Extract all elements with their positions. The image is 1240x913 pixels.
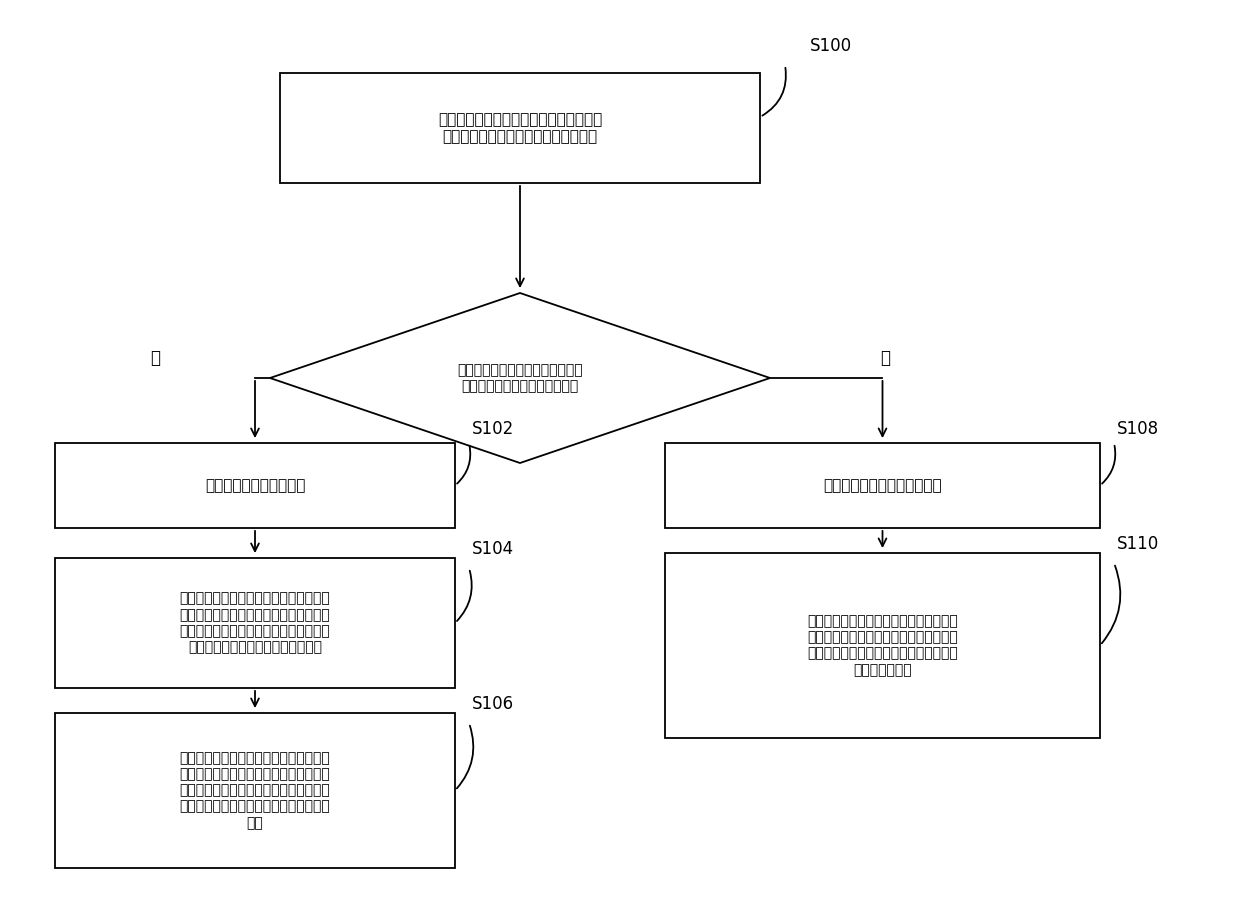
Text: S110: S110	[1117, 535, 1159, 553]
Bar	[665, 443, 1100, 528]
Text: S100: S100	[810, 37, 852, 55]
Text: 接收用户导入的姿态参数数据: 接收用户导入的姿态参数数据	[823, 478, 942, 493]
Text: 查询姿态参数数据库中是否存储有与所述
共享汽车的车型信息相匹配的历史记录: 查询姿态参数数据库中是否存储有与所述 共享汽车的车型信息相匹配的历史记录	[438, 111, 603, 144]
Text: 响应于所述提示信息，根据所述姿态参数
数据库中包含的用户信息、姿态参数以及
车型信息之间的映射关系，获取与所述共
享汽车的车型信息相匹配的姿态参数: 响应于所述提示信息，根据所述姿态参数 数据库中包含的用户信息、姿态参数以及 车型…	[180, 592, 330, 655]
Text: 姿态参数数据库中存储有与共享汽
车的车型信息相匹配的历史记录: 姿态参数数据库中存储有与共享汽 车的车型信息相匹配的历史记录	[458, 362, 583, 394]
Text: 发送姿态调节的提示信息: 发送姿态调节的提示信息	[205, 478, 305, 493]
Text: 发送姿态调节指令以及与所述共享汽车的
车型信息相匹配的姿态参数，以使得所述
共享汽车根据与所述共享汽车的车型信息
相匹配的姿态参数预调节所述共享汽车的
姿态: 发送姿态调节指令以及与所述共享汽车的 车型信息相匹配的姿态参数，以使得所述 共享…	[180, 751, 330, 830]
Text: S104: S104	[472, 540, 515, 558]
Bar	[55, 443, 455, 528]
Polygon shape	[270, 293, 770, 463]
Text: S106: S106	[472, 695, 515, 713]
Text: 是: 是	[150, 349, 160, 367]
Text: S102: S102	[472, 420, 515, 438]
Bar	[665, 553, 1100, 738]
Text: 否: 否	[880, 349, 890, 367]
Text: 发送姿态调节指令以及所述用户导入的姿
态参数数据，以使得所述共享汽车根据所
述用户导入的姿态参数数据预调节所述共
享汽车的姿态。: 发送姿态调节指令以及所述用户导入的姿 态参数数据，以使得所述共享汽车根据所 述用…	[807, 614, 957, 677]
Text: S108: S108	[1117, 420, 1159, 438]
Bar	[55, 713, 455, 868]
Bar	[55, 558, 455, 688]
Bar	[280, 73, 760, 183]
